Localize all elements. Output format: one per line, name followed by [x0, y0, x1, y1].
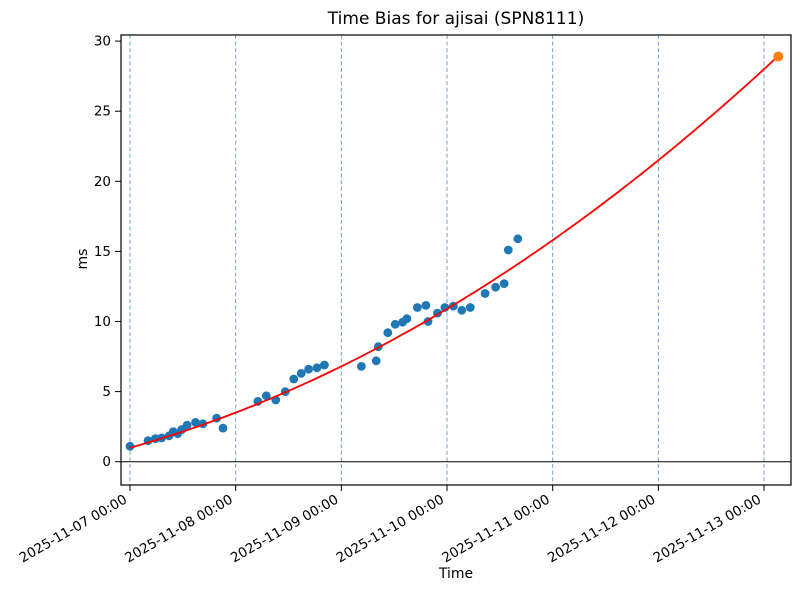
data-point: [296, 369, 306, 378]
x-tick-label: 2025-11-09 00:00: [228, 492, 341, 567]
y-tick-label: 5: [102, 384, 111, 400]
data-point: [402, 314, 412, 324]
x-tick-label: 2025-11-13 00:00: [651, 492, 764, 567]
data-point: [421, 301, 431, 310]
data-point: [480, 289, 490, 298]
chart-title: Time Bias for ajisai (SPN8111): [327, 9, 585, 29]
data-point: [261, 391, 271, 401]
data-point: [499, 279, 509, 288]
data-point: [320, 360, 329, 370]
y-tick-label: 20: [94, 174, 111, 190]
x-tick-label: 2025-11-11 00:00: [439, 492, 552, 567]
data-point: [357, 362, 366, 371]
data-point: [465, 303, 475, 312]
x-tick-label: 2025-11-12 00:00: [545, 492, 658, 567]
data-point: [371, 356, 381, 366]
data-point: [491, 282, 500, 292]
x-tick-label: 2025-11-08 00:00: [122, 492, 235, 567]
data-point: [312, 363, 322, 373]
data-point: [289, 374, 299, 384]
data-point: [218, 423, 228, 433]
y-tick-label: 0: [102, 454, 111, 470]
y-tick-label: 25: [94, 104, 111, 120]
plot-border: [120, 34, 792, 486]
data-point: [513, 234, 523, 244]
data-point: [390, 319, 400, 329]
data-point: [191, 418, 200, 427]
data-point: [413, 303, 422, 312]
x-tick-label: 2025-11-07 00:00: [17, 492, 130, 567]
data-point: [182, 420, 192, 430]
fit-curve: [129, 58, 776, 449]
x-axis-label: Time: [438, 566, 474, 582]
x-tick-label: 2025-11-10 00:00: [334, 492, 447, 567]
data-point: [304, 364, 313, 374]
prediction-point: [773, 51, 784, 62]
data-point: [125, 441, 135, 451]
y-tick-label: 15: [94, 244, 111, 260]
y-tick-label: 10: [94, 314, 111, 330]
data-point: [383, 328, 393, 338]
data-point: [503, 245, 513, 255]
y-axis-label: ms: [75, 248, 91, 270]
y-tick-label: 30: [94, 34, 111, 50]
data-point: [457, 305, 467, 315]
